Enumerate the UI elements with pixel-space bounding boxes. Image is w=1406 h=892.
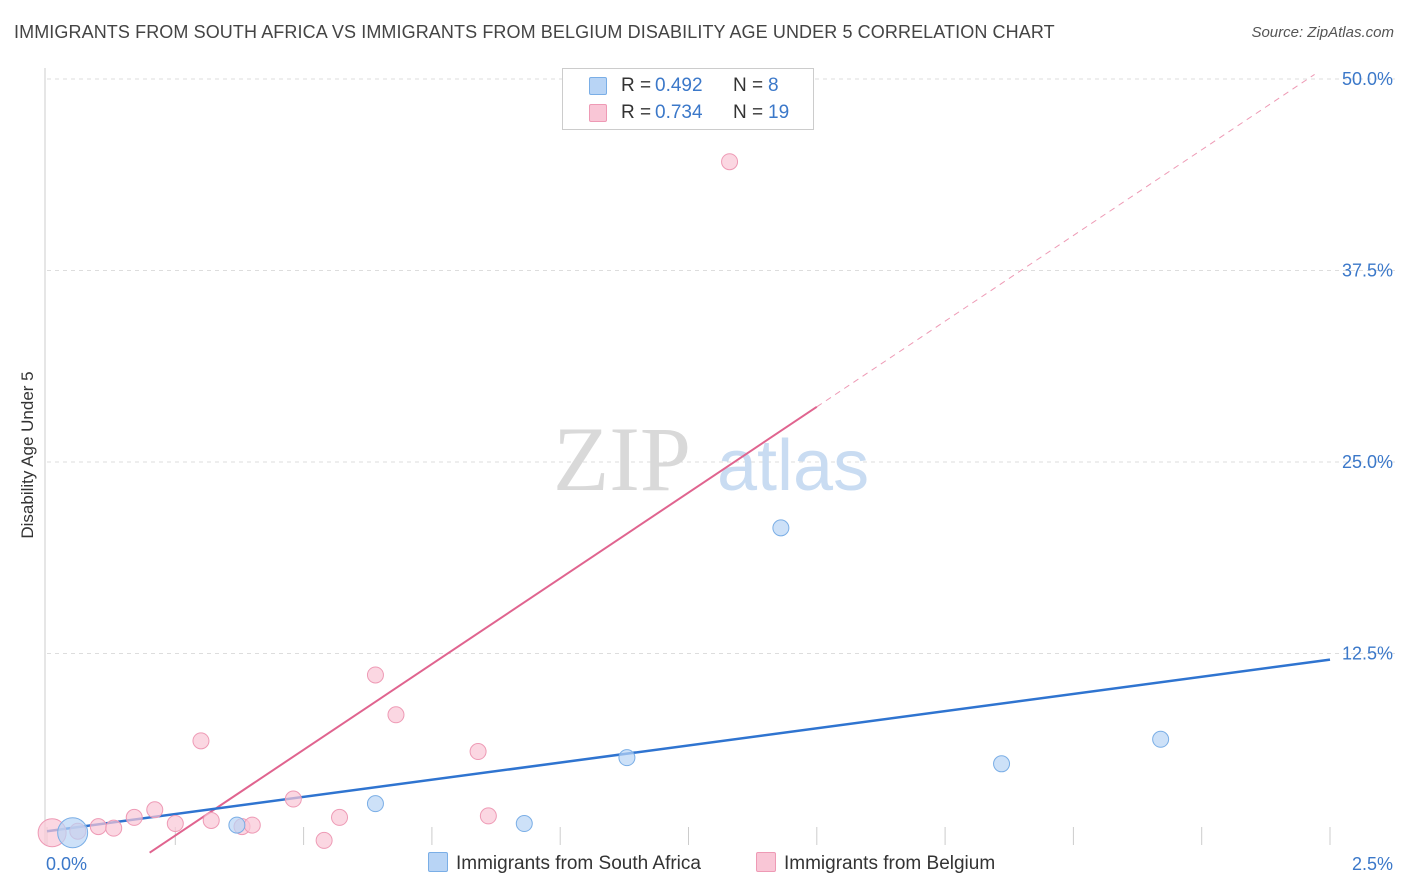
south-africa-trend-line xyxy=(46,658,1331,833)
belgium-point xyxy=(366,666,384,684)
south-africa-point xyxy=(772,519,790,537)
south-africa-point xyxy=(993,755,1011,773)
point-layer xyxy=(37,153,1170,849)
belgium-point xyxy=(315,831,333,849)
belgium-swatch xyxy=(589,104,607,122)
watermark-atlas: atlas xyxy=(717,426,869,506)
south-africa-point xyxy=(57,817,89,849)
source-label: Source: ZipAtlas.com xyxy=(1251,24,1394,41)
trend-layer xyxy=(46,73,1331,854)
south-africa-legend-swatch xyxy=(428,852,448,872)
watermark: ZIP atlas xyxy=(553,408,869,510)
stats-legend-row-south-africa: R = 0.492 N = 8 xyxy=(563,73,813,99)
watermark-zip: ZIP xyxy=(553,408,691,510)
r-label: R = xyxy=(621,75,652,96)
belgium-point xyxy=(479,807,497,825)
legend-label-south-africa: Immigrants from South Africa xyxy=(456,853,701,874)
n-label: N = xyxy=(733,102,764,123)
stats-legend-row-belgium: R = 0.734 N = 19 xyxy=(563,100,813,126)
x-tick-label-min: 0.0% xyxy=(46,854,87,874)
chart-title: IMMIGRANTS FROM SOUTH AFRICA VS IMMIGRAN… xyxy=(14,22,1055,42)
south-africa-point xyxy=(515,815,533,833)
south-africa-point xyxy=(1152,730,1170,748)
belgium-trend-line xyxy=(149,406,818,854)
belgium-trend-extension xyxy=(816,73,1315,408)
belgium-point xyxy=(469,743,487,761)
south-africa-swatch xyxy=(589,77,607,95)
y-tick-label: 25.0% xyxy=(1342,452,1393,472)
n-value: 8 xyxy=(768,75,779,96)
south-africa-point xyxy=(366,795,384,813)
south-africa-point xyxy=(618,749,636,767)
legend-label-belgium: Immigrants from Belgium xyxy=(784,853,996,874)
belgium-point xyxy=(284,790,302,808)
legend-item-south-africa[interactable]: Immigrants from South Africa xyxy=(428,852,701,875)
belgium-point xyxy=(105,819,123,837)
y-tick-label: 50.0% xyxy=(1342,69,1393,89)
x-tick-label-max: 2.5% xyxy=(1352,854,1393,874)
grid-layer xyxy=(44,68,1395,845)
r-value: 0.492 xyxy=(655,75,703,96)
belgium-point xyxy=(202,811,220,829)
belgium-point xyxy=(192,732,210,750)
y-tick-label: 37.5% xyxy=(1342,261,1393,281)
belgium-point xyxy=(125,808,143,826)
y-tick-label: 12.5% xyxy=(1342,644,1393,664)
legend-item-belgium[interactable]: Immigrants from Belgium xyxy=(756,852,995,875)
stats-legend: R = 0.492 N = 8 R = 0.734 N = 19 xyxy=(562,68,814,130)
n-label: N = xyxy=(733,75,764,96)
belgium-point xyxy=(146,801,164,819)
r-label: R = xyxy=(621,102,652,123)
belgium-point xyxy=(166,815,184,833)
belgium-point xyxy=(243,816,261,834)
belgium-point xyxy=(89,818,107,836)
belgium-legend-swatch xyxy=(756,852,776,872)
belgium-point xyxy=(721,153,739,171)
belgium-point xyxy=(331,808,349,826)
south-africa-point xyxy=(228,816,246,834)
belgium-point xyxy=(387,706,405,724)
r-value: 0.734 xyxy=(655,102,703,123)
tick-layer: 12.5% 25.0% 37.5% 50.0% 0.0% 2.5% xyxy=(46,69,1393,874)
n-value: 19 xyxy=(768,102,790,123)
